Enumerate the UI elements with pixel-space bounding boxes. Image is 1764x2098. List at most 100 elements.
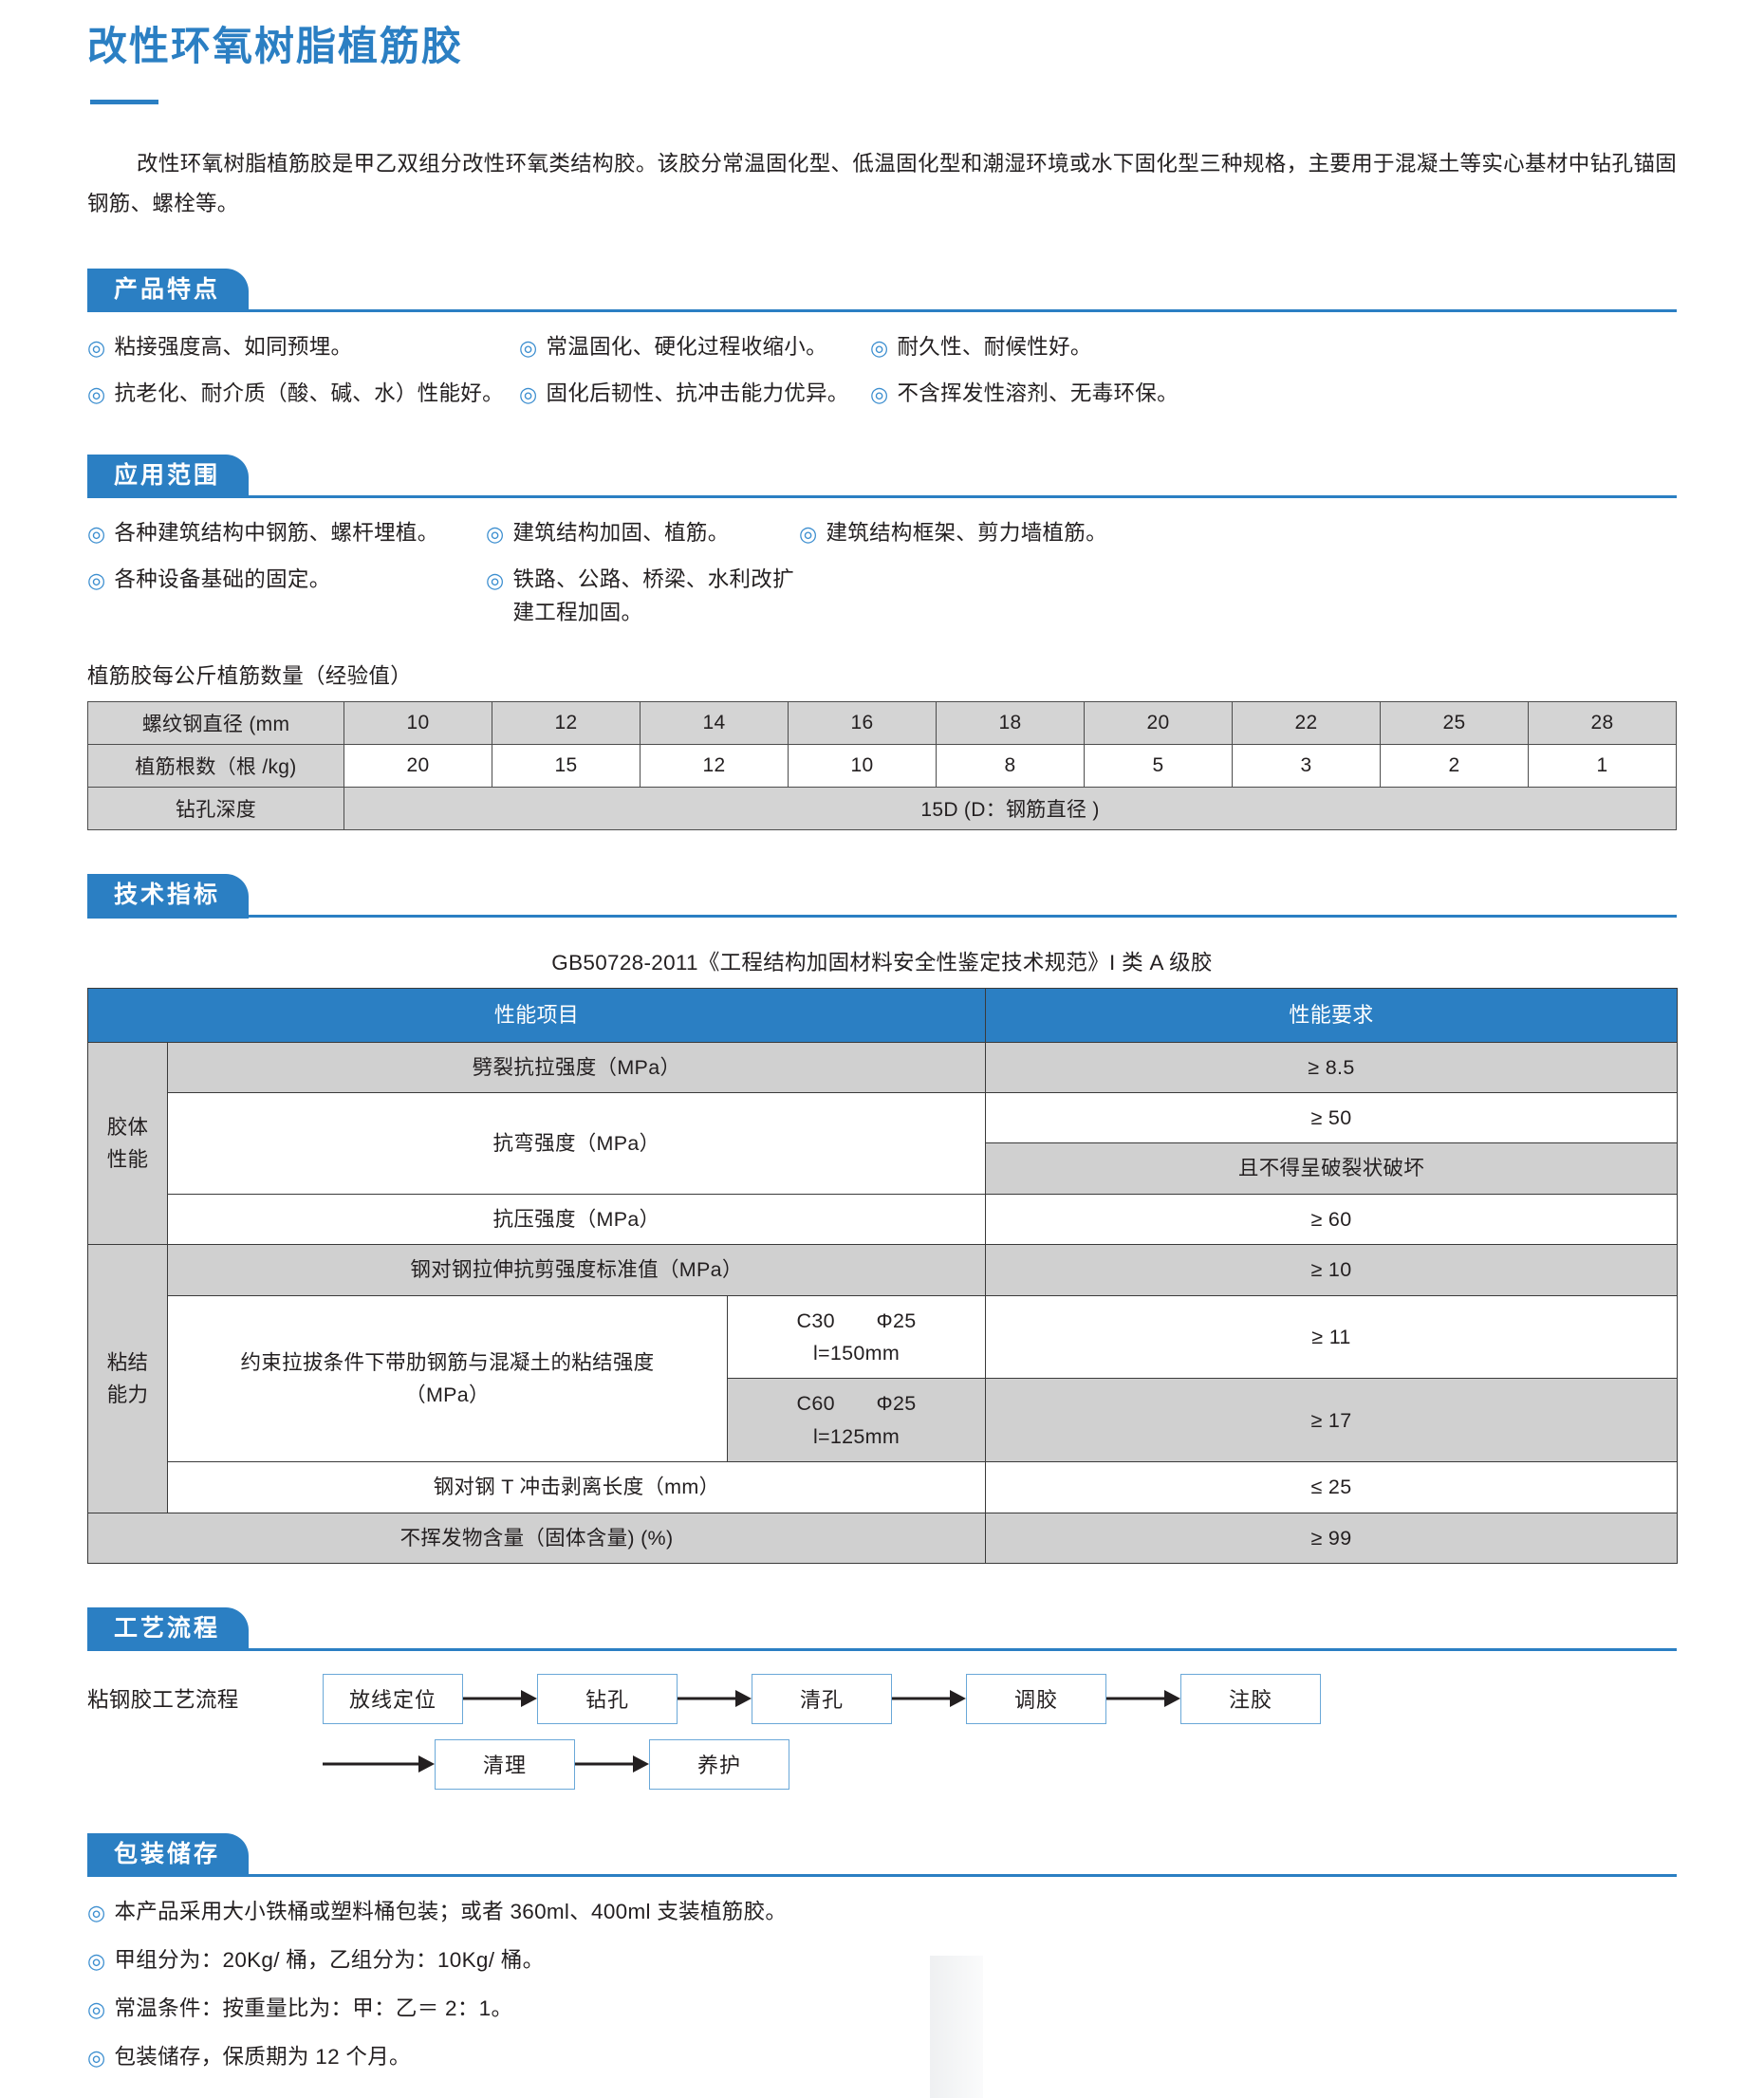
flow-node-3: 清孔 bbox=[752, 1673, 892, 1724]
bullet-circle-icon: ◎ bbox=[87, 521, 106, 546]
table-cell: 3 bbox=[1232, 744, 1381, 789]
list-item-label: 甲组分为：20Kg/ 桶，乙组分为：10Kg/ 桶。 bbox=[114, 1947, 545, 1972]
table-cell: 16 bbox=[788, 701, 937, 746]
table-cell-requirement: ≤ 25 bbox=[985, 1461, 1679, 1513]
bullet-circle-icon: ◎ bbox=[799, 521, 818, 546]
table-cell: 5 bbox=[1084, 744, 1233, 789]
table-cell: 2 bbox=[1380, 744, 1529, 789]
list-item: ◎ 铁路、公路、桥梁、水利改扩建工程加固。 bbox=[486, 564, 799, 630]
subcondition-length-c30: l=150mm bbox=[812, 1342, 901, 1365]
section-header-process: 工艺流程 bbox=[87, 1606, 1677, 1652]
subcondition-grade-c30: C30 Φ25 bbox=[796, 1309, 917, 1332]
section-rule-scope bbox=[87, 494, 1677, 498]
section-header-scope: 应用范围 bbox=[87, 454, 1677, 499]
bullet-circle-icon: ◎ bbox=[87, 1948, 106, 1973]
table-row: 粘结 能力 钢对钢拉伸抗剪强度标准值（MPa） ≥ 10 bbox=[87, 1244, 1679, 1513]
flow-node-2: 钻孔 bbox=[537, 1673, 678, 1724]
process-flowchart: 粘钢胶工艺流程 放线定位 钻孔 清孔 调胶 注胶 清理 养护 bbox=[87, 1673, 1677, 1790]
table-cell-requirement-note: 且不得呈破裂状破坏 bbox=[985, 1142, 1679, 1195]
list-item: ◎ 包装储存，保质期为 12 个月。 bbox=[87, 2041, 1677, 2074]
table-cell-item: 钢对钢 T 冲击剥离长度（mm） bbox=[166, 1461, 987, 1513]
section-title-tech: 技术指标 bbox=[87, 874, 250, 919]
flow-arrow-icon bbox=[1106, 1692, 1180, 1705]
standard-reference: GB50728-2011《工程结构加固材料安全性鉴定技术规范》I 类 A 级胶 bbox=[551, 951, 1213, 975]
table-cell-item-pullout: 约束拉拔条件下带肋钢筋与混凝土的粘结强度 （MPa） bbox=[167, 1294, 728, 1463]
list-item-label: 抗老化、耐介质（酸、碱、水）性能好。 bbox=[114, 381, 504, 405]
table-cell: 1 bbox=[1528, 744, 1677, 789]
table-cell: 10 bbox=[344, 701, 492, 746]
group-label-line1: 胶体 bbox=[106, 1115, 149, 1139]
section-rule-features bbox=[87, 309, 1677, 313]
table-row: 钻孔深度 15D (D：钢筋直径 ) bbox=[87, 787, 1677, 831]
bullet-circle-icon: ◎ bbox=[486, 521, 505, 546]
table-header-row: 性能项目 性能要求 bbox=[86, 988, 1679, 1043]
section-header-packaging: 包装储存 bbox=[87, 1832, 1677, 1878]
table-cell: 22 bbox=[1232, 701, 1381, 746]
rebar-quantity-table: 螺纹钢直径 (mm 10 12 14 16 18 20 22 25 28 植筋根… bbox=[87, 701, 1677, 831]
section-title-scope: 应用范围 bbox=[87, 454, 250, 499]
list-item: ◎ 粘接强度高、如同预埋。 bbox=[87, 331, 519, 364]
list-item-label: 建筑结构框架、剪力墙植筋。 bbox=[826, 520, 1107, 545]
table-cell-item: 劈裂抗拉强度（MPa） bbox=[166, 1041, 987, 1094]
section-rule-process bbox=[87, 1647, 1677, 1651]
intro-text: 改性环氧树脂植筋胶是甲乙双组分改性环氧类结构胶。该胶分常温固化型、低温固化型和潮… bbox=[87, 151, 1677, 216]
bullet-circle-icon: ◎ bbox=[87, 567, 106, 592]
table-cell-item: 抗压强度（MPa） bbox=[166, 1193, 987, 1246]
list-item-label: 各种设备基础的固定。 bbox=[114, 566, 331, 591]
bullet-circle-icon: ◎ bbox=[87, 336, 106, 361]
table-cell: 15 bbox=[492, 744, 641, 789]
list-item: ◎ 常温固化、硬化过程收缩小。 bbox=[519, 331, 870, 364]
bullet-circle-icon: ◎ bbox=[519, 381, 538, 406]
flow-node-5: 注胶 bbox=[1180, 1673, 1321, 1724]
flow-node-1: 放线定位 bbox=[323, 1673, 463, 1724]
row-group-label-glue: 胶体 性能 bbox=[87, 1041, 168, 1246]
pullout-line1: 约束拉拔条件下带肋钢筋与混凝土的粘结强度 （MPa） bbox=[240, 1350, 655, 1406]
table-cell: 20 bbox=[344, 744, 492, 789]
flow-arrow-icon bbox=[575, 1757, 649, 1771]
table-row: 约束拉拔条件下带肋钢筋与混凝土的粘结强度 （MPa） C30 Φ25 l=150… bbox=[88, 1294, 1679, 1463]
list-item-label: 建筑结构加固、植筋。 bbox=[512, 520, 730, 545]
table-cell-subcondition-c60: C60 Φ25 l=125mm bbox=[726, 1378, 987, 1463]
table-cell-subcondition-c30: C30 Φ25 l=150mm bbox=[726, 1294, 987, 1380]
col-header-performance-requirement: 性能要求 bbox=[985, 988, 1679, 1043]
flow-arrow-icon bbox=[678, 1692, 752, 1705]
flow-node-4: 调胶 bbox=[966, 1673, 1106, 1724]
list-item-label: 各种建筑结构中钢筋、螺杆埋植。 bbox=[114, 520, 439, 545]
subcondition-length-c60: l=125mm bbox=[812, 1424, 901, 1448]
flow-node-6: 清理 bbox=[435, 1738, 575, 1790]
list-item-label: 常温固化、硬化过程收缩小。 bbox=[546, 335, 827, 360]
table-cell: 14 bbox=[640, 701, 789, 746]
section-title-packaging: 包装储存 bbox=[87, 1832, 250, 1878]
table-row: C60 Φ25 l=125mm ≥ 17 bbox=[88, 1378, 1679, 1463]
title-underline-rule bbox=[90, 99, 158, 104]
table-row: 钢对钢 T 冲击剥离长度（mm） ≤ 25 bbox=[88, 1461, 1679, 1513]
flow-arrow-icon bbox=[323, 1757, 435, 1771]
table-row: 且不得呈破裂状破坏 bbox=[88, 1142, 1679, 1195]
table-cell-requirement: ≥ 8.5 bbox=[985, 1041, 1679, 1094]
list-item: ◎ 不含挥发性溶剂、无毒环保。 bbox=[870, 378, 1677, 411]
list-item-label: 粘接强度高、如同预埋。 bbox=[114, 335, 353, 360]
rebar-table-caption: 植筋胶每公斤植筋数量（经验值） bbox=[87, 664, 413, 689]
table-cell: 25 bbox=[1380, 701, 1529, 746]
table-cell: 8 bbox=[936, 744, 1085, 789]
table-cell-requirement: ≥ 17 bbox=[985, 1378, 1679, 1463]
flowchart-row-2: 清理 养护 bbox=[87, 1738, 1677, 1790]
table-cell-item: 钢对钢拉伸抗剪强度标准值（MPa） bbox=[166, 1244, 987, 1296]
section-title-features: 产品特点 bbox=[87, 269, 250, 313]
table-cell-requirement: ≥ 50 bbox=[985, 1092, 1679, 1144]
table-cell: 20 bbox=[1084, 701, 1233, 746]
bullet-circle-icon: ◎ bbox=[87, 2045, 106, 2070]
list-item: ◎ 甲组分为：20Kg/ 桶，乙组分为：10Kg/ 桶。 bbox=[87, 1944, 1677, 1977]
flowchart-caption-wrapper: 粘钢胶工艺流程 bbox=[87, 1683, 323, 1714]
section-header-features: 产品特点 bbox=[87, 269, 1677, 313]
bullet-circle-icon: ◎ bbox=[870, 336, 889, 361]
table-cell-requirement: ≥ 60 bbox=[985, 1193, 1679, 1246]
list-item: ◎ 耐久性、耐候性好。 bbox=[870, 331, 1677, 364]
list-item-label: 本产品采用大小铁桶或塑料桶包装；或者 360ml、400ml 支装植筋胶。 bbox=[114, 1899, 788, 1923]
table-cell: 18 bbox=[936, 701, 1085, 746]
bullet-circle-icon: ◎ bbox=[87, 1996, 106, 2021]
list-item-label: 常温条件：按重量比为：甲：乙＝ 2：1。 bbox=[114, 1996, 513, 2020]
list-item: ◎ 建筑结构加固、植筋。 bbox=[486, 517, 799, 550]
section-header-tech: 技术指标 bbox=[87, 874, 1677, 919]
